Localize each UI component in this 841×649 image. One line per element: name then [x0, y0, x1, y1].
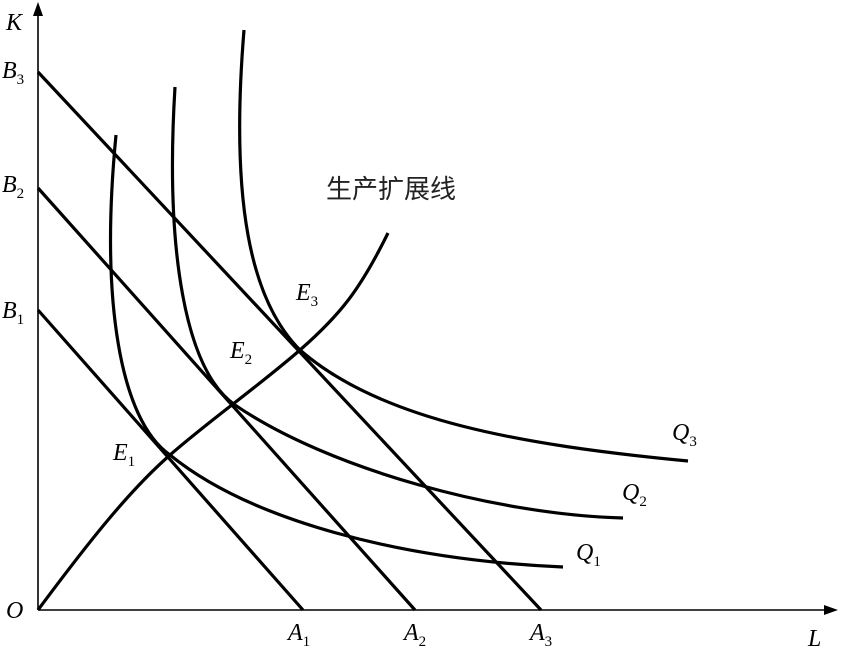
letter: Q — [622, 480, 639, 506]
subscript: 1 — [17, 312, 25, 328]
letter: B — [2, 298, 17, 324]
letter: Q — [672, 420, 689, 446]
e-label: E1 — [112, 440, 135, 470]
subscript: 3 — [689, 434, 697, 450]
letter: B — [2, 172, 17, 198]
q-label: Q3 — [672, 420, 697, 450]
a-label: A2 — [402, 620, 426, 649]
e-label: E2 — [229, 338, 252, 368]
subscript: 2 — [245, 352, 253, 368]
subscript: 3 — [311, 294, 319, 310]
x-axis-label: L — [807, 626, 821, 649]
subscript: 1 — [593, 554, 601, 570]
letter: A — [402, 620, 419, 646]
a-label: A1 — [286, 620, 310, 649]
b-label: B2 — [2, 172, 24, 202]
e-label: E3 — [295, 280, 318, 310]
x-arrow — [824, 605, 838, 615]
letter: A — [528, 620, 545, 646]
subscript: 2 — [17, 186, 25, 202]
letter: B — [2, 58, 17, 84]
letter: E — [229, 338, 245, 364]
expansion-path-label: 生产扩展线 — [326, 175, 456, 205]
subscript: 2 — [639, 494, 647, 510]
b-label: B1 — [2, 298, 24, 328]
isoquant — [238, 29, 689, 463]
q-label: Q1 — [576, 540, 601, 570]
origin-label: O — [6, 598, 23, 624]
letter: E — [112, 440, 128, 466]
subscript: 1 — [128, 454, 136, 470]
subscript: 2 — [419, 634, 427, 649]
letter: Q — [576, 540, 593, 566]
q-label: Q2 — [622, 480, 647, 510]
b-label: B3 — [2, 58, 24, 88]
subscript: 3 — [545, 634, 553, 649]
letter: A — [286, 620, 303, 646]
a-label: A3 — [528, 620, 552, 649]
subscript: 1 — [303, 634, 311, 649]
isocost-line — [36, 70, 543, 612]
expansion-path — [36, 232, 390, 611]
isocost-line — [36, 308, 305, 612]
subscript: 3 — [17, 72, 25, 88]
letter: E — [295, 280, 311, 306]
isoquant — [170, 86, 624, 520]
y-axis-label: K — [5, 10, 24, 36]
y-arrow — [33, 2, 43, 16]
